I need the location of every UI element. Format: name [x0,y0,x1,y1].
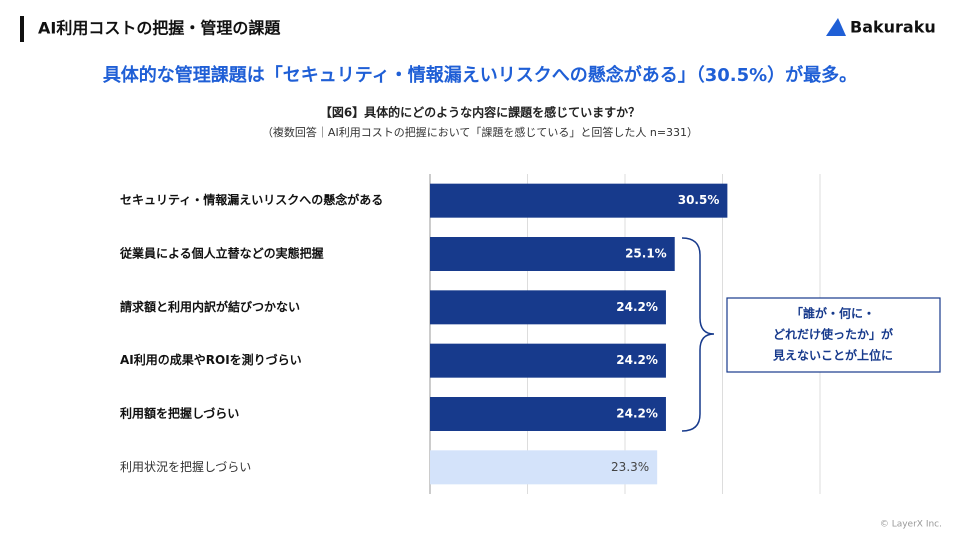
logo: Bakuraku [850,18,936,37]
annotation-line: どれだけ使ったか」が [773,327,893,342]
chart-title: 【図6】具体的にどのような内容に課題を感じていますか？ [320,105,640,120]
category-label: セキュリティ・情報漏えいリスクへの懸念がある [120,192,383,207]
value-label: 30.5% [678,193,720,207]
headline: 具体的な管理課題は「セキュリティ・情報漏えいリスクへの懸念がある」（30.5%）… [103,64,857,86]
bar [430,343,666,378]
value-label: 23.3% [611,460,649,474]
header-title: AI利用コストの把握・管理の課題 [38,19,281,38]
bar [430,450,658,485]
bracket [681,237,715,432]
annotation-box [726,297,941,373]
category-label: 請求額と利用内訳が結びつかない [120,299,300,314]
chart-subtitle: （複数回答｜AI利用コストの把握において「課題を感じている」と回答した人 n=3… [262,125,698,139]
bar [430,397,666,431]
value-label: 24.2% [616,300,658,314]
annotation-line: 見えないことが上位に [772,348,893,363]
header-bar [20,16,24,42]
annotation-line: 「誰が・何に・ [791,306,875,321]
logo-icon [826,18,846,36]
category-label: 利用額を把握しづらい [120,406,239,421]
category-label: 利用状況を把握しづらい [120,459,251,474]
bar [430,237,675,271]
category-label: AI利用の成果やROIを測りづらい [120,352,302,367]
bar [430,290,666,325]
value-label: 25.1% [625,247,667,261]
category-label: 従業員による個人立替などの実態把握 [119,246,324,261]
value-label: 24.2% [616,353,658,367]
footer: © LayerX Inc. [880,520,942,530]
bar [430,183,728,218]
value-label: 24.2% [616,407,658,421]
